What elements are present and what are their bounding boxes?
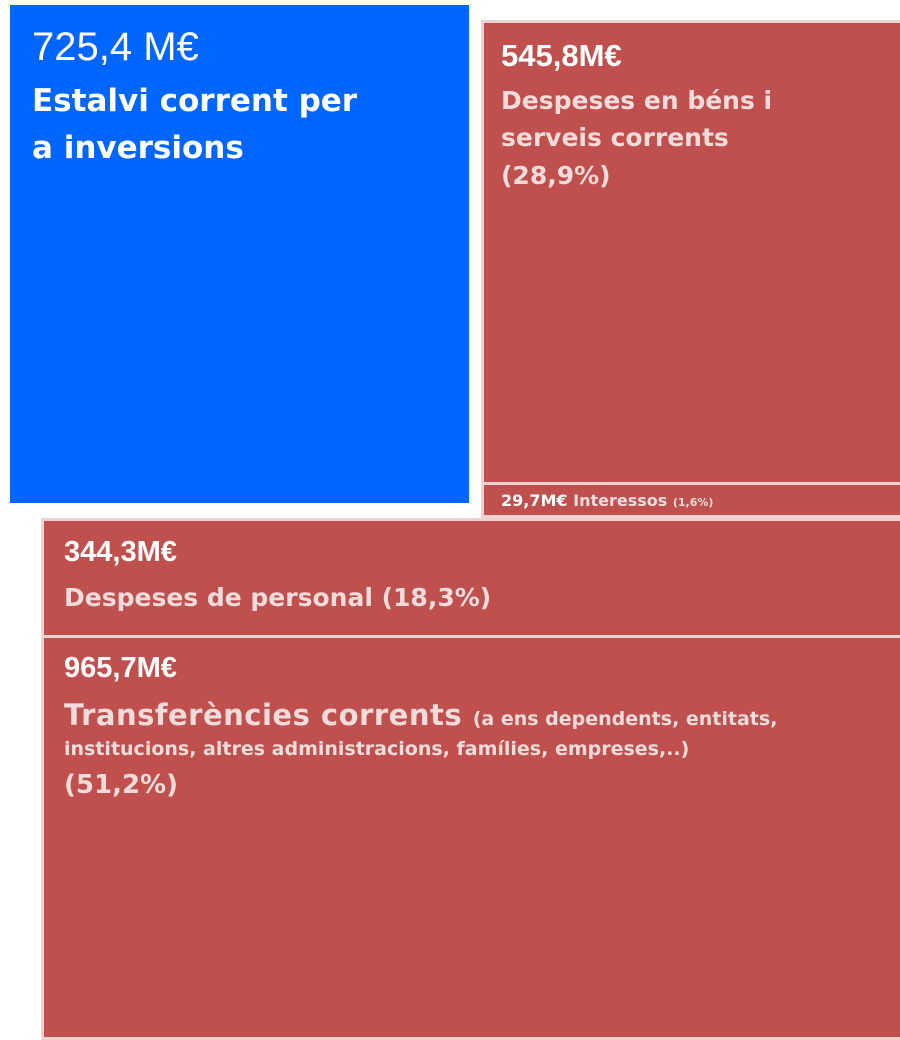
interest-label: Interessos <box>573 491 668 510</box>
transfers-detail: institucions, altres administracions, fa… <box>64 738 690 760</box>
savings-label: a inversions <box>32 130 244 166</box>
goods-label: serveis corrents <box>501 123 729 152</box>
transfers-label-text: Transferències corrents <box>64 698 463 732</box>
personnel-label: Despeses de personal (18,3%) <box>64 583 491 612</box>
personnel-label-text: Despeses de personal <box>64 583 373 612</box>
personnel-share: (18,3%) <box>381 583 492 612</box>
transfers-box: 965,7M€ Transferències corrents (a ens d… <box>41 635 900 1040</box>
interest-share: (1,6%) <box>672 496 714 509</box>
savings-box: 725,4 M€ Estalvi corrent per a inversion… <box>10 5 469 503</box>
transfers-share: (51,2%) <box>64 770 178 800</box>
interest-value-text: 29,7M€ <box>501 491 568 510</box>
goods-share: (28,9%) <box>501 161 611 190</box>
transfers-value: 965,7M€ <box>64 652 177 684</box>
savings-value: 725,4 M€ <box>32 25 199 69</box>
personnel-box: 344,3M€ Despeses de personal (18,3%) <box>41 518 900 638</box>
goods-label: Despeses en béns i <box>501 86 773 115</box>
interest-box: 29,7M€ Interessos (1,6%) <box>481 482 900 518</box>
goods-box: 545,8M€ Despeses en béns i serveis corre… <box>481 20 900 485</box>
interest-value: 29,7M€ Interessos (1,6%) <box>501 491 713 510</box>
goods-value: 545,8M€ <box>501 38 622 73</box>
personnel-value: 344,3M€ <box>64 536 177 568</box>
savings-label: Estalvi corrent per <box>32 83 358 119</box>
transfers-detail: (a ens dependents, entitats, <box>472 708 778 730</box>
transfers-label: Transferències corrents (a ens dependent… <box>64 698 777 732</box>
